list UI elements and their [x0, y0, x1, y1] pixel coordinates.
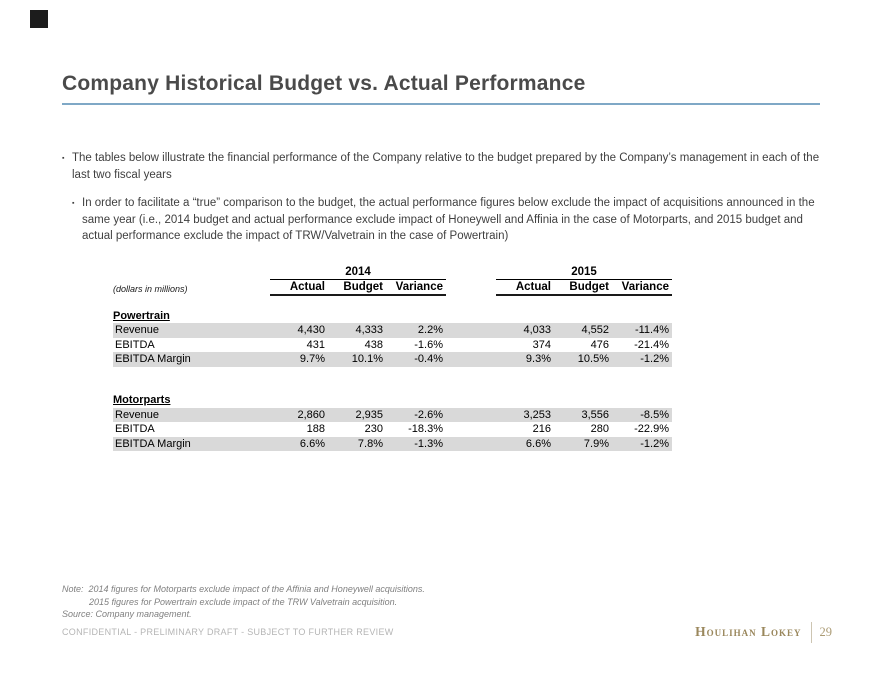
- cell-value: 4,552: [581, 324, 609, 337]
- section-header-powertrain: Powertrain: [113, 309, 170, 322]
- cell-value: -11.4%: [634, 324, 669, 337]
- year-header-row: 2014 2015: [113, 264, 672, 280]
- table-row: EBITDA Margin 9.7% 10.1% -0.4% 9.3% 10.5…: [113, 352, 672, 367]
- bullet-list: ▪ The tables below illustrate the financ…: [62, 150, 828, 245]
- cell-value: 3,253: [523, 408, 551, 421]
- cell-value: 188: [306, 423, 325, 436]
- cell-value: 3,556: [581, 408, 609, 421]
- cell-value: 10.1%: [351, 353, 383, 366]
- cell-value: -2.6%: [414, 408, 443, 421]
- footnotes: Note: 2014 figures for Motorparts exclud…: [62, 583, 425, 621]
- row-label: EBITDA: [115, 423, 155, 436]
- year-header-2015: 2015: [496, 266, 672, 280]
- source-line: Source: Company management.: [62, 609, 192, 619]
- cell-value: 374: [532, 338, 551, 351]
- bullet-item: ▪ The tables below illustrate the financ…: [62, 150, 828, 183]
- row-label: EBITDA: [115, 338, 155, 351]
- cell-value: 4,430: [297, 324, 325, 337]
- cell-value: 476: [590, 338, 609, 351]
- footer-divider: [810, 621, 812, 643]
- cell-value: 2,935: [355, 408, 383, 421]
- sub-bullet-text: In order to facilitate a “true” comparis…: [82, 197, 815, 242]
- col-header-actual-2015: Actual: [496, 281, 554, 296]
- page-title: Company Historical Budget vs. Actual Per…: [62, 72, 820, 105]
- col-header-variance-2015: Variance: [612, 281, 672, 296]
- confidential-disclaimer: CONFIDENTIAL - PRELIMINARY DRAFT - SUBJE…: [62, 627, 394, 637]
- cell-value: 216: [532, 423, 551, 436]
- table-row: EBITDA 188 230 -18.3% 216 280 -22.9%: [113, 422, 672, 437]
- cell-value: -1.2%: [640, 353, 669, 366]
- section-header-motorparts: Motorparts: [113, 394, 171, 406]
- bullet-square-icon: ▪: [62, 155, 65, 162]
- budget-vs-actual-table: 2014 2015 (dollars in millions) Actual B…: [113, 264, 672, 451]
- cell-value: -21.4%: [634, 338, 669, 351]
- cell-value: 9.3%: [525, 353, 551, 366]
- cell-value: 10.5%: [577, 353, 609, 366]
- cell-value: 6.6%: [525, 437, 551, 450]
- cell-value: -0.4%: [414, 353, 443, 366]
- table-row: Revenue 2,860 2,935 -2.6% 3,253 3,556 -8…: [113, 407, 672, 422]
- cell-value: 2,860: [297, 408, 325, 421]
- row-label: EBITDA Margin: [115, 353, 191, 366]
- logo-mark: [30, 10, 48, 28]
- col-header-variance-2014: Variance: [386, 281, 446, 296]
- table-row: EBITDA Margin 6.6% 7.8% -1.3% 6.6% 7.9% …: [113, 436, 672, 451]
- table-row: Revenue 4,430 4,333 2.2% 4,033 4,552 -11…: [113, 323, 672, 338]
- note-line: 2015 figures for Powertrain exclude impa…: [89, 596, 398, 607]
- cell-value: -22.9%: [634, 423, 669, 436]
- row-label: EBITDA Margin: [115, 437, 191, 450]
- cell-value: 4,333: [355, 324, 383, 337]
- col-header-actual-2014: Actual: [270, 281, 328, 296]
- table-row: EBITDA 431 438 -1.6% 374 476 -21.4%: [113, 338, 672, 353]
- note-line: Note: 2014 figures for Motorparts exclud…: [62, 584, 425, 594]
- row-label: Revenue: [115, 408, 160, 421]
- bullet-text: The tables below illustrate the financia…: [72, 152, 820, 181]
- bullet-square-icon: ▪: [72, 200, 75, 207]
- cell-value: -1.6%: [414, 338, 443, 351]
- cell-value: 2.2%: [417, 324, 443, 337]
- cell-value: -1.3%: [414, 437, 443, 450]
- col-header-budget-2014: Budget: [328, 281, 386, 296]
- cell-value: -1.2%: [640, 437, 669, 450]
- spacer: [113, 367, 672, 381]
- brand-logo-text: Houlihan Lokey: [695, 624, 802, 639]
- cell-value: 438: [364, 338, 383, 351]
- sub-bullet-item: ▪ In order to facilitate a “true” compar…: [72, 195, 824, 245]
- cell-value: 7.8%: [357, 437, 383, 450]
- row-label: Revenue: [115, 324, 160, 337]
- cell-value: 4,033: [523, 324, 551, 337]
- cell-value: -8.5%: [640, 408, 669, 421]
- year-header-2014: 2014: [270, 266, 446, 280]
- column-header-row: (dollars in millions) Actual Budget Vari…: [113, 280, 672, 296]
- cell-value: 6.6%: [299, 437, 325, 450]
- cell-value: 431: [306, 338, 325, 351]
- cell-value: 230: [364, 423, 383, 436]
- cell-value: 280: [590, 423, 609, 436]
- page-number: 29: [819, 624, 833, 639]
- cell-value: -18.3%: [408, 423, 443, 436]
- cell-value: 7.9%: [583, 437, 609, 450]
- col-header-budget-2015: Budget: [554, 281, 612, 296]
- units-label: (dollars in millions): [113, 284, 188, 294]
- cell-value: 9.7%: [299, 353, 325, 366]
- brand-footer: Houlihan Lokey 29: [695, 620, 832, 644]
